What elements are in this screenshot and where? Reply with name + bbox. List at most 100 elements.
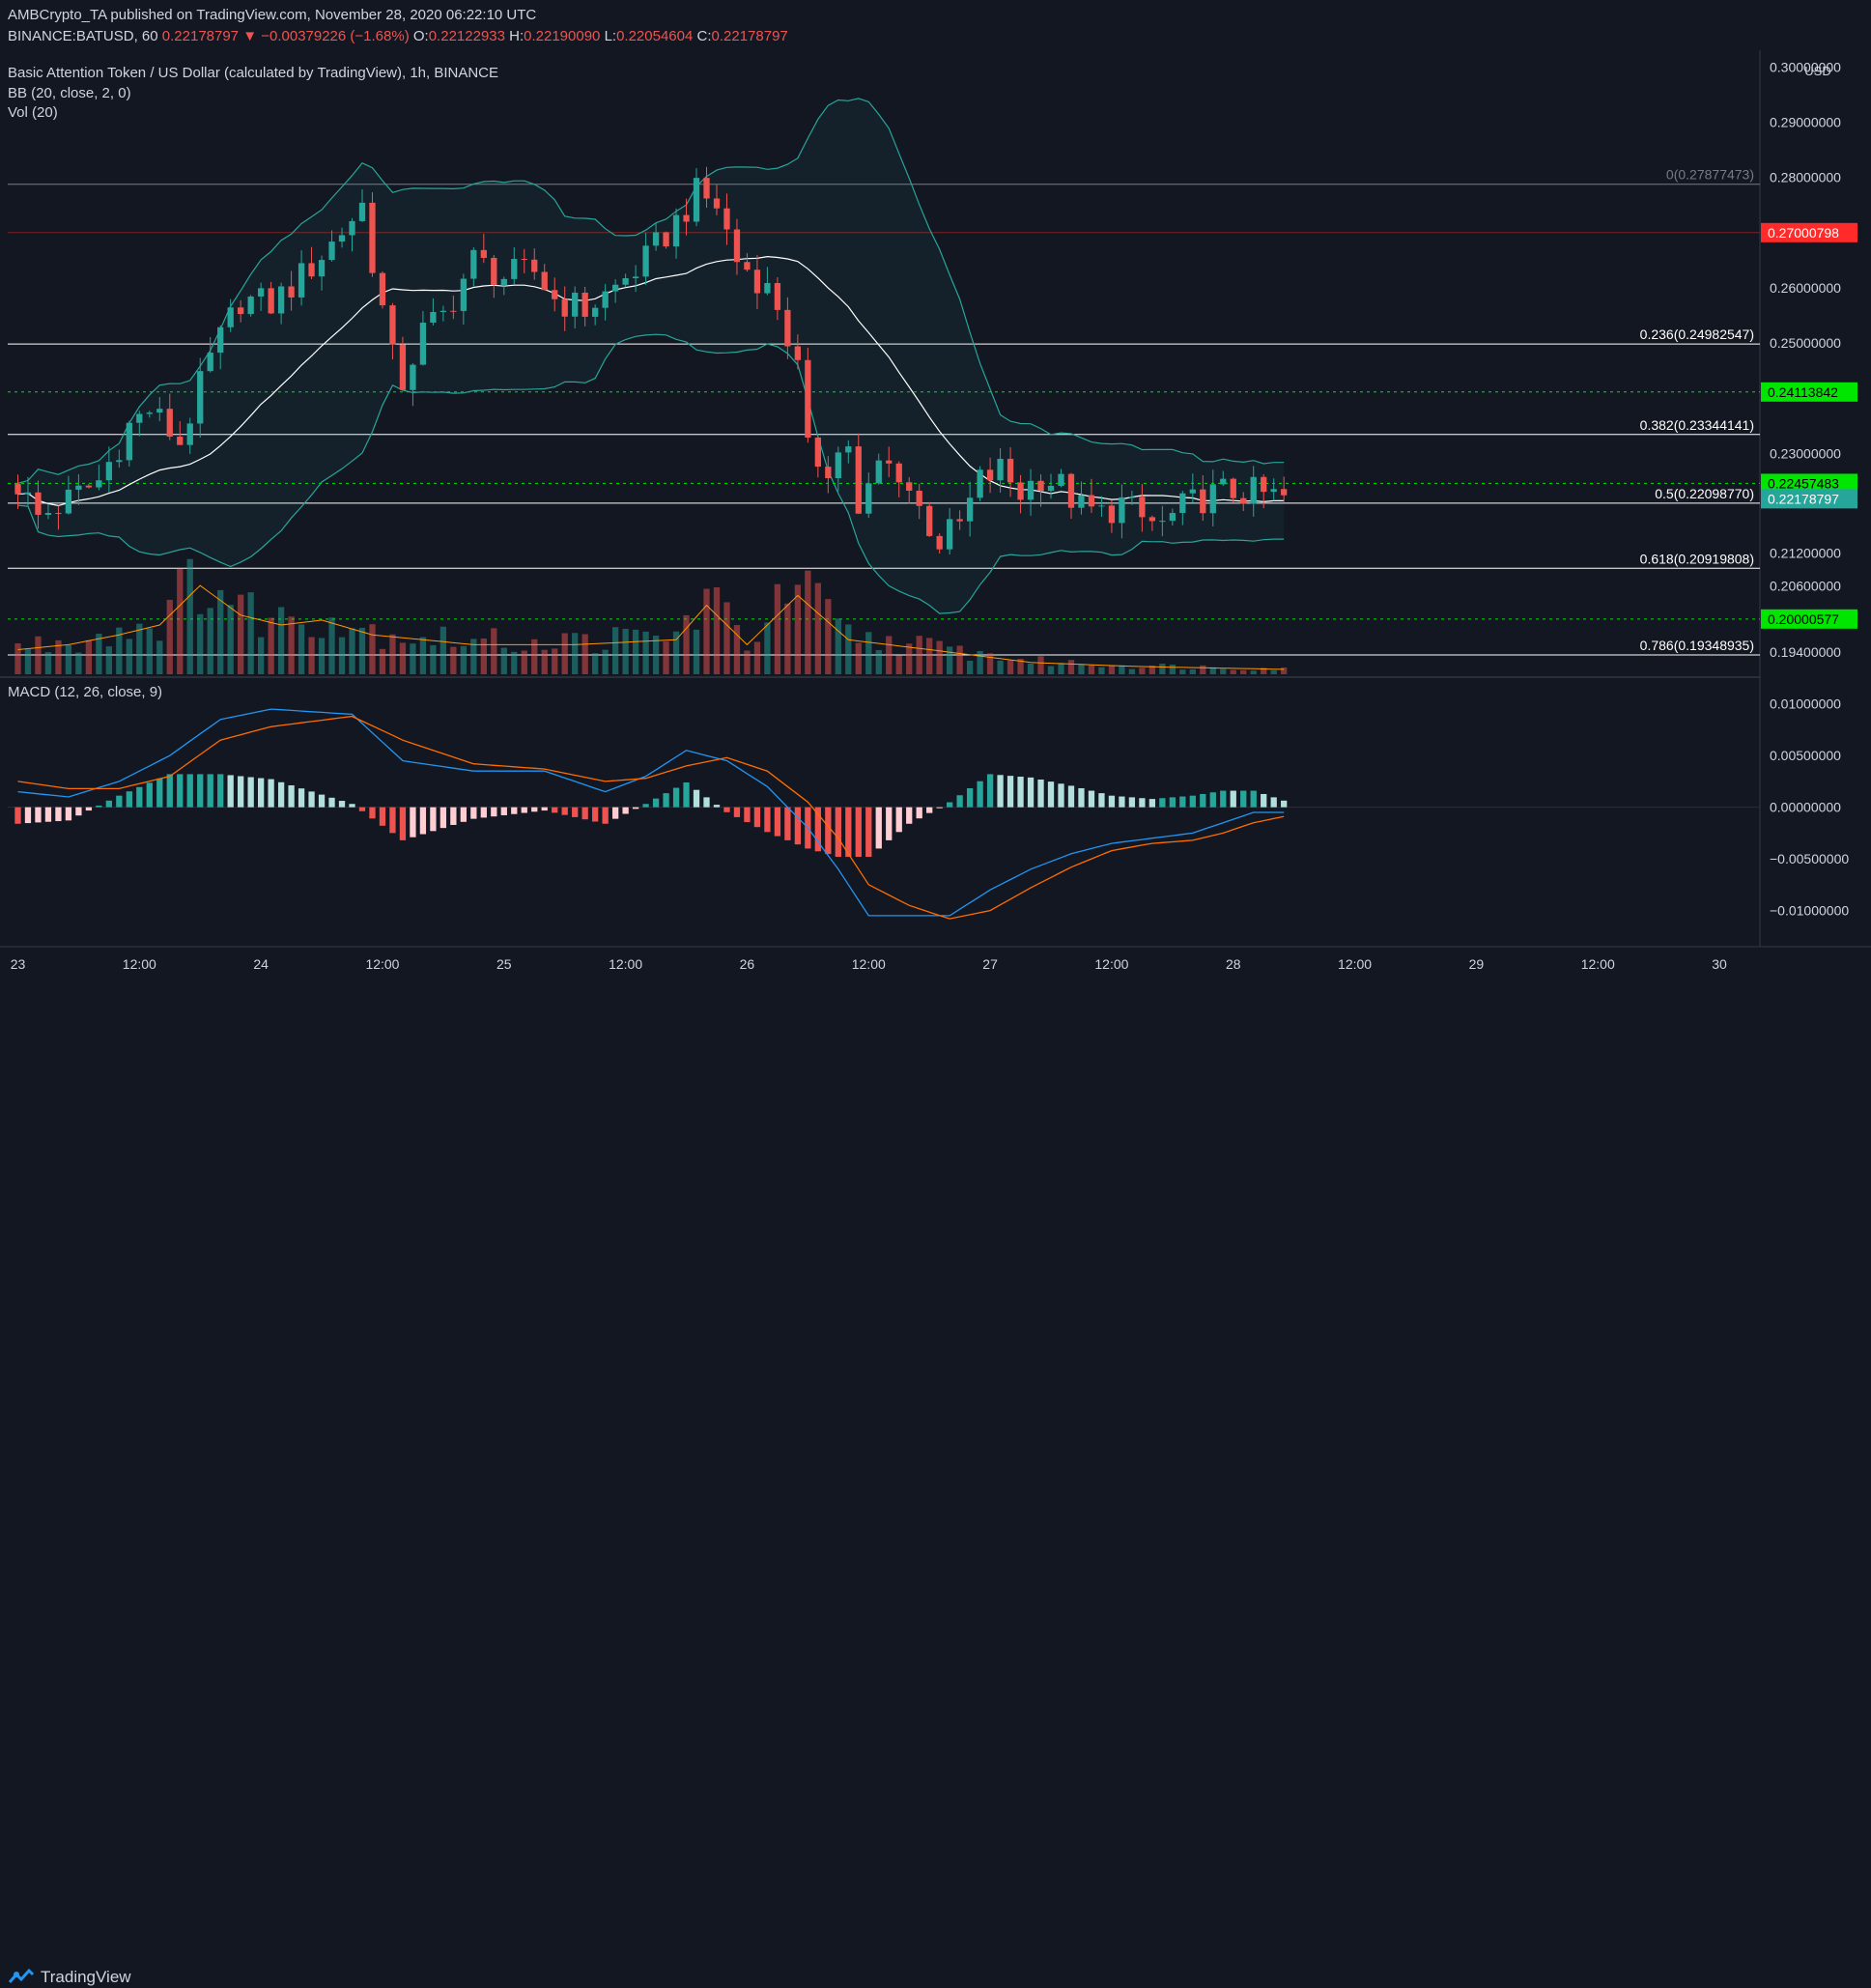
symbol[interactable]: BINANCE:BATUSD, 60 <box>8 28 158 44</box>
level-tag-text: 0.22457483 <box>1768 475 1839 491</box>
candle-body <box>572 292 579 317</box>
macd-histogram-bar <box>1037 779 1044 808</box>
volume-bar <box>1108 666 1116 674</box>
macd-histogram-bar <box>1200 793 1206 808</box>
candle-body <box>338 235 346 242</box>
macd-tick-label: −0.00500000 <box>1770 851 1849 866</box>
volume-bar <box>288 616 295 674</box>
time-tick-label: 27 <box>982 956 998 972</box>
price-tick-label: 0.29000000 <box>1770 115 1841 130</box>
volume-bar <box>632 629 639 674</box>
candle-body <box>1250 476 1257 504</box>
volume-bar <box>1159 664 1166 674</box>
volume-bar <box>1047 666 1055 674</box>
macd-histogram-bar <box>96 805 102 808</box>
bb-fill <box>17 98 1285 614</box>
candle-body <box>500 278 507 285</box>
candle-body <box>389 305 396 345</box>
volume-bar <box>966 660 974 674</box>
volume-bar <box>521 650 527 674</box>
volume-bar <box>1037 656 1044 674</box>
candle-body <box>713 198 721 209</box>
macd-histogram-bar <box>611 807 619 819</box>
macd-histogram-bar <box>1139 798 1146 808</box>
candle-body <box>753 270 761 294</box>
volume-bar <box>611 627 619 674</box>
macd-histogram-bar <box>227 775 234 808</box>
candle-body <box>257 288 265 297</box>
chart-title[interactable]: Basic Attention Token / US Dollar (calcu… <box>8 65 499 81</box>
volume-bar <box>1209 667 1216 674</box>
macd-histogram-bar <box>24 807 32 824</box>
candle-body <box>895 463 902 483</box>
candle-body <box>1209 484 1216 514</box>
macd-histogram-bar <box>105 800 113 808</box>
tradingview-logo[interactable]: TradingView <box>8 1967 131 1988</box>
volume-bar <box>318 638 326 674</box>
candle-body <box>1017 482 1024 500</box>
volume-bar <box>774 583 781 674</box>
candle-body <box>197 371 204 424</box>
time-tick-label: 23 <box>11 956 26 972</box>
candle-body <box>622 278 629 285</box>
macd-histogram-bar <box>379 807 386 826</box>
time-tick-label: 30 <box>1712 956 1727 972</box>
candle-body <box>126 422 132 461</box>
candle-body <box>136 413 143 423</box>
macd-histogram-bar <box>1148 799 1156 808</box>
candle-body <box>14 483 21 495</box>
vol-legend[interactable]: Vol (20) <box>8 104 58 121</box>
candle-body <box>105 462 113 481</box>
candle-body <box>592 307 599 317</box>
bb-legend[interactable]: BB (20, close, 2, 0) <box>8 85 131 101</box>
macd-histogram-bar <box>723 807 730 812</box>
volume-bar <box>35 636 42 674</box>
candle-body <box>277 286 285 314</box>
candle-body <box>774 283 781 310</box>
candle-body <box>886 460 893 464</box>
candle-body <box>207 353 213 372</box>
chart-background <box>0 0 1871 1027</box>
candle-body <box>460 278 467 311</box>
macd-histogram-bar <box>257 778 265 808</box>
volume-bar <box>1250 670 1257 674</box>
volume-bar <box>460 645 467 674</box>
macd-histogram-bar <box>997 775 1004 808</box>
volume-bar <box>805 570 811 674</box>
volume-bar <box>369 624 376 674</box>
candle-body <box>683 214 690 222</box>
volume-bar <box>277 607 285 674</box>
macd-tick-label: −0.01000000 <box>1770 903 1849 919</box>
macd-histogram-bar <box>238 776 244 808</box>
candle-body <box>379 272 386 306</box>
macd-histogram-bar <box>298 788 305 808</box>
volume-bar <box>541 649 548 674</box>
chart-canvas[interactable]: 0(0.27877473) 0.236(0.24982547) 0.382(0.23… <box>0 0 1871 1027</box>
macd-histogram-bar <box>875 807 882 849</box>
candle-body <box>733 229 741 263</box>
high-value: 0.22190090 <box>524 28 601 44</box>
macd-histogram-bar <box>1128 797 1136 808</box>
volume-bar <box>713 586 721 674</box>
low-value: 0.22054604 <box>616 28 694 44</box>
time-tick-label: 26 <box>740 956 755 972</box>
macd-histogram-bar <box>865 807 872 857</box>
volume-bar <box>1189 668 1196 674</box>
macd-histogram-bar <box>632 807 639 809</box>
macd-histogram-bar <box>166 774 173 808</box>
candle-body <box>65 489 72 514</box>
volume-bar <box>1078 664 1085 674</box>
volume-bar <box>784 603 791 674</box>
candle-body <box>1027 480 1035 500</box>
candle-body <box>288 286 295 298</box>
time-tick-label: 29 <box>1469 956 1485 972</box>
candle-body <box>217 327 224 354</box>
macd-histogram-bar <box>1209 792 1216 808</box>
candle-body <box>369 202 376 273</box>
candle-body <box>744 262 751 270</box>
macd-histogram-bar <box>439 807 447 829</box>
volume-bar <box>308 637 315 674</box>
volume-bar <box>116 627 123 674</box>
candle-body <box>1270 489 1277 493</box>
macd-legend[interactable]: MACD (12, 26, close, 9) <box>8 684 163 700</box>
